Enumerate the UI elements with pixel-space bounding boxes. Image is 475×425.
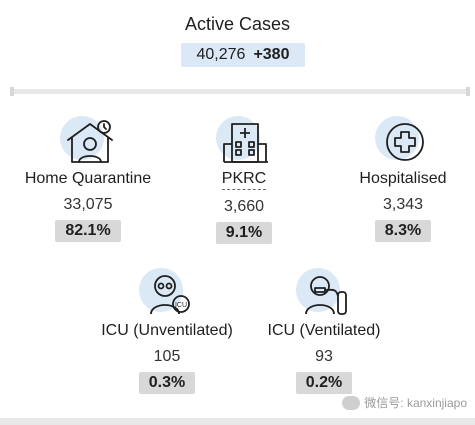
- category-count: 93: [315, 348, 333, 365]
- home-quarantine-icon: [60, 116, 116, 166]
- hospital-building-icon: [216, 116, 272, 166]
- category-label: ICU (Unventilated): [101, 322, 233, 339]
- category-label: PKRC: [221, 170, 267, 190]
- category-percent-badge: 82.1%: [55, 220, 121, 242]
- active-cases-summary: 40,276 +380: [181, 43, 305, 67]
- category-home-quarantine: Home Quarantine 33,075 82.1%: [8, 116, 168, 242]
- category-label: Hospitalised: [359, 170, 447, 187]
- category-hospitalised: Hospitalised 3,343 8.3%: [323, 116, 475, 242]
- active-cases-total: 40,276: [196, 46, 246, 63]
- icu-doctor-icon: ICU: [139, 268, 195, 318]
- category-percent-badge: 9.1%: [215, 222, 273, 244]
- category-count: 33,075: [63, 196, 113, 213]
- svg-text:ICU: ICU: [175, 302, 187, 309]
- category-label: Home Quarantine: [24, 170, 152, 187]
- page-title: Active Cases: [184, 14, 291, 34]
- bottom-bar: [0, 418, 475, 425]
- category-count: 105: [153, 348, 181, 365]
- category-pkrc: PKRC 3,660 9.1%: [164, 116, 324, 244]
- category-percent-badge: 0.3%: [138, 372, 196, 394]
- category-icu-ventilated: ICU (Ventilated) 93 0.2%: [244, 268, 404, 394]
- active-cases-change: +380: [253, 46, 290, 63]
- category-count: 3,343: [382, 196, 424, 213]
- watermark: 微信号: kanxinjiapo: [342, 394, 467, 411]
- wechat-icon: [342, 395, 361, 410]
- section-divider: [10, 87, 470, 96]
- ventilator-patient-icon: [296, 268, 352, 318]
- category-percent-badge: 8.3%: [374, 220, 432, 242]
- category-label: ICU (Ventilated): [267, 322, 381, 339]
- watermark-text: 微信号: kanxinjiapo: [364, 396, 467, 410]
- category-percent-badge: 0.2%: [295, 372, 353, 394]
- category-icu-unventilated: ICU ICU (Unventilated) 105 0.3%: [87, 268, 247, 394]
- medical-cross-icon: [375, 116, 431, 166]
- category-count: 3,660: [223, 198, 265, 215]
